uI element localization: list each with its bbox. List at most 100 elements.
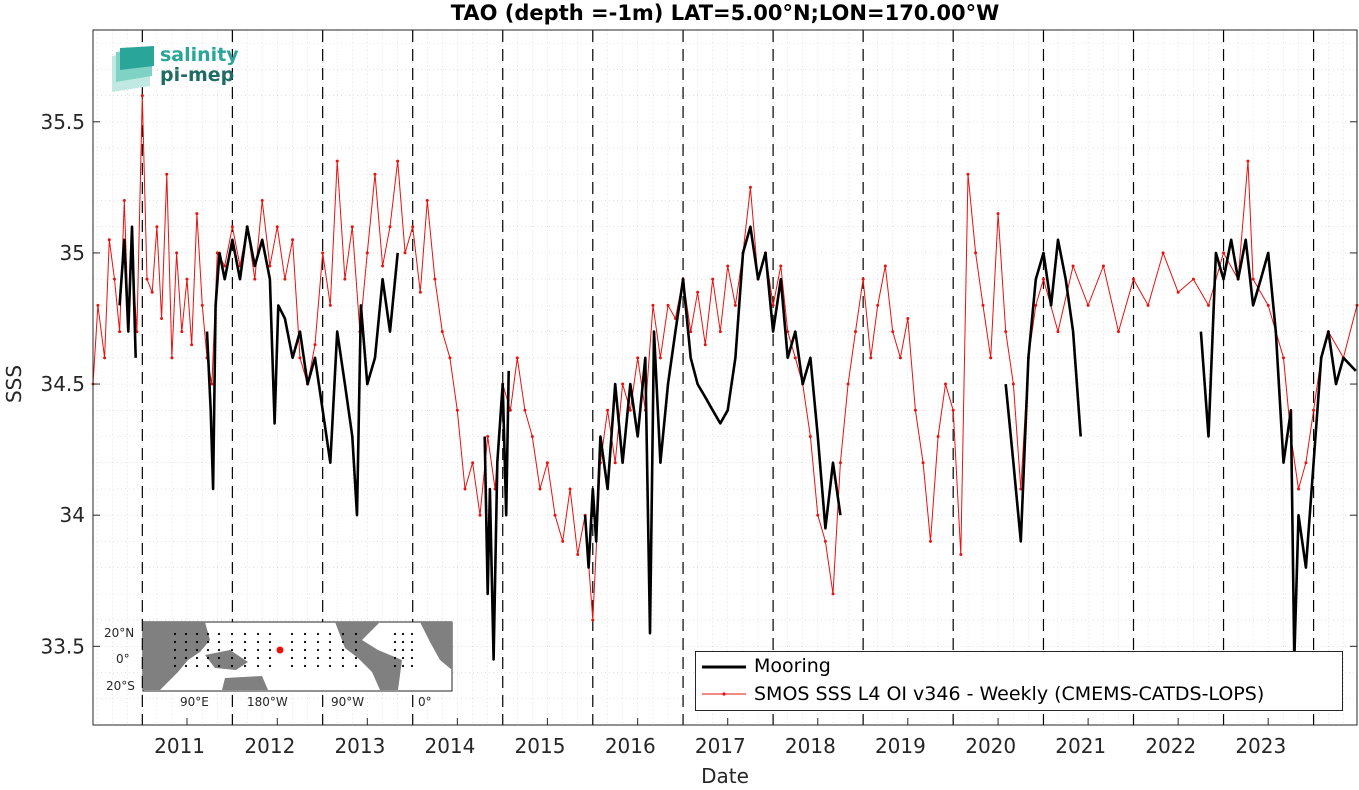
data-point-smos [1206, 303, 1210, 307]
inset-mooring-dot [401, 656, 405, 660]
inset-mooring-dot [217, 648, 221, 652]
inset-mooring-dot [195, 648, 199, 652]
inset-mooring-dot [243, 640, 247, 644]
data-point-smos [122, 198, 126, 202]
data-point-smos [823, 539, 827, 543]
inset-mooring-dot [206, 656, 210, 660]
data-point-smos [160, 316, 164, 320]
data-point-smos [215, 251, 219, 255]
data-point-smos [381, 264, 385, 268]
inset-mooring-dot [230, 664, 234, 668]
data-point-smos [726, 264, 730, 268]
data-point-smos [260, 198, 264, 202]
inset-mooring-dot [206, 640, 210, 644]
inset-mooring-dot [393, 632, 397, 636]
inset-mooring-dot [173, 632, 177, 636]
inset-mooring-dot [195, 664, 199, 668]
data-point-smos [981, 303, 985, 307]
data-point-smos [328, 303, 332, 307]
inset-mooring-dot [184, 632, 188, 636]
inset-mooring-dot [410, 632, 414, 636]
inset-mooring-dot [173, 656, 177, 660]
inset-mooring-dot [243, 632, 247, 636]
data-point-smos [538, 487, 542, 491]
data-point-smos [703, 343, 707, 347]
inset-mooring-dot [393, 640, 397, 644]
inset-mooring-dot [256, 632, 260, 636]
year-boundary-lines [141, 30, 1315, 725]
inset-ytick-20s: 20°S [106, 679, 135, 693]
x-tick-label: 2020 [965, 734, 1016, 758]
y-tick-label: 33.5 [40, 634, 85, 658]
x-tick-label: 2011 [154, 734, 205, 758]
inset-mooring-dot [328, 640, 332, 644]
inset-mooring-dot [230, 648, 234, 652]
data-point-smos [974, 251, 978, 255]
inset-ytick-20n: 20°N [104, 626, 135, 640]
inset-mooring-dot [173, 664, 177, 668]
inset-mooring-dot [328, 656, 332, 660]
chart-title: TAO (depth =-1m) LAT=5.00°N;LON=170.00°W [450, 1, 1000, 25]
data-point-smos [1146, 303, 1150, 307]
inset-mooring-dot [290, 632, 294, 636]
series-line-mooring [118, 225, 137, 358]
data-point-smos [613, 461, 617, 465]
data-point-smos [838, 461, 842, 465]
data-point-smos [343, 277, 347, 281]
data-point-smos [831, 592, 835, 596]
inset-mooring-dot [230, 632, 234, 636]
data-point-smos [471, 461, 475, 465]
data-point-smos [478, 513, 482, 517]
inset-mooring-dot [401, 632, 405, 636]
data-point-smos [786, 330, 790, 334]
data-point-smos [628, 408, 632, 412]
inset-mooring-dot [410, 648, 414, 652]
data-point-smos [155, 225, 159, 229]
x-tick-label: 2023 [1235, 734, 1286, 758]
inset-mooring-dot [303, 648, 307, 652]
data-point-smos [365, 251, 369, 255]
inset-mooring-dot [268, 656, 272, 660]
data-point-smos [928, 539, 932, 543]
series-line-mooring [1004, 238, 1082, 543]
data-point-smos [268, 264, 272, 268]
data-point-smos [1056, 330, 1060, 334]
data-point-smos [951, 408, 955, 412]
inset-mooring-dot [243, 648, 247, 652]
data-point-smos [291, 238, 295, 242]
data-point-smos [1297, 487, 1301, 491]
inset-mooring-dot [217, 656, 221, 660]
inset-mooring-dot [256, 648, 260, 652]
x-tick-label: 2012 [244, 734, 295, 758]
data-point-smos [210, 382, 214, 386]
data-point-smos [335, 159, 339, 163]
data-point-smos [944, 382, 948, 386]
legend-marker-smos [722, 692, 726, 696]
logo-text-salinity: salinity [160, 44, 239, 66]
data-point-smos [748, 185, 752, 189]
inset-mooring-dot [341, 664, 345, 668]
data-point-smos [568, 487, 572, 491]
data-point-smos [793, 356, 797, 360]
inset-mooring-dot [290, 664, 294, 668]
data-point-smos [190, 343, 194, 347]
salinity-pimep-logo: salinity pi-mep [110, 44, 240, 94]
inset-mooring-dot [195, 656, 199, 660]
data-point-smos [696, 290, 700, 294]
x-tick-label: 2017 [695, 734, 746, 758]
inset-mooring-dot [316, 656, 320, 660]
data-point-smos [350, 225, 354, 229]
data-point-smos [440, 330, 444, 334]
inset-xtick-90w: 90°W [331, 695, 365, 709]
data-point-smos [96, 303, 100, 307]
inset-mooring-dot [341, 656, 345, 660]
inset-mooring-dot [303, 640, 307, 644]
inset-landmass-australia [222, 676, 268, 690]
data-point-smos [145, 277, 149, 281]
axis-ticks: 33.5 34 34.5 35 35.5 2011 2012 2013 2014 2015 2016… [40, 110, 1357, 758]
inset-mooring-dot [268, 640, 272, 644]
data-point-smos [545, 461, 549, 465]
data-point-smos [283, 277, 287, 281]
inset-landmass-africa-asia [143, 622, 210, 690]
